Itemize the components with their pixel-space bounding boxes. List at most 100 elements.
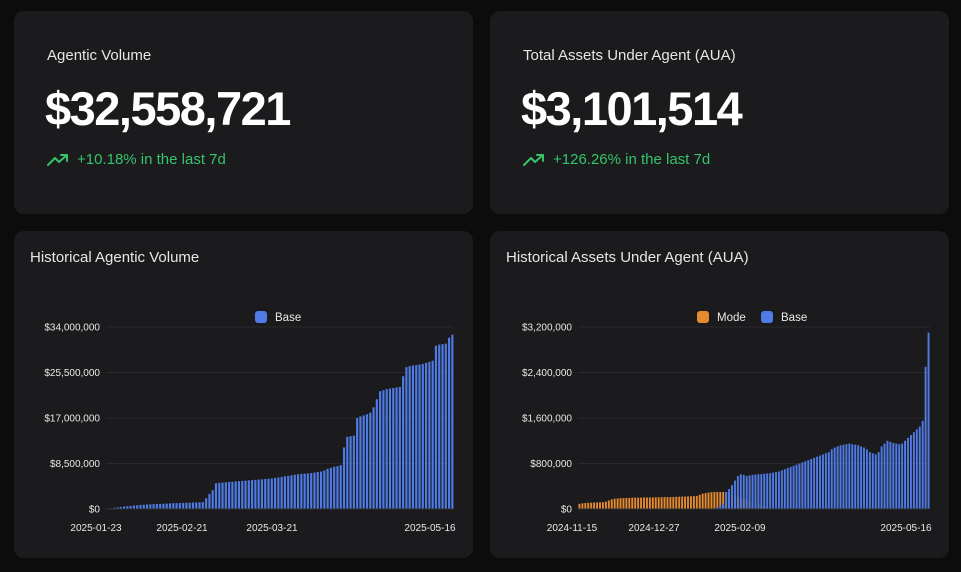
- bar-base[interactable]: [748, 475, 751, 509]
- bar-base[interactable]: [379, 391, 382, 509]
- bar-base[interactable]: [839, 445, 842, 509]
- bar-base[interactable]: [224, 482, 227, 509]
- bar-mode[interactable]: [654, 497, 657, 509]
- bar-base[interactable]: [214, 483, 218, 509]
- bar-mode[interactable]: [716, 491, 719, 509]
- bar-mode[interactable]: [666, 497, 669, 509]
- bar-mode[interactable]: [701, 493, 704, 509]
- bar-mode[interactable]: [628, 497, 631, 509]
- bar-base[interactable]: [303, 473, 306, 509]
- bar-base[interactable]: [739, 474, 742, 509]
- bar-base[interactable]: [901, 443, 904, 509]
- bar-base[interactable]: [356, 418, 359, 509]
- bar-mode[interactable]: [692, 496, 695, 509]
- bar-base[interactable]: [280, 476, 283, 509]
- bar-mode[interactable]: [695, 495, 698, 509]
- bar-mode[interactable]: [681, 496, 684, 509]
- bar-base[interactable]: [149, 504, 152, 509]
- bar-base[interactable]: [296, 474, 300, 509]
- bar-base[interactable]: [168, 503, 172, 509]
- bar-base[interactable]: [388, 388, 392, 509]
- bar-base[interactable]: [438, 344, 441, 509]
- bar-base[interactable]: [907, 437, 909, 509]
- bar-base[interactable]: [918, 426, 921, 509]
- bar-base[interactable]: [927, 332, 930, 509]
- bar-base[interactable]: [234, 481, 237, 509]
- bar-base[interactable]: [369, 412, 372, 509]
- bar-base[interactable]: [342, 447, 346, 509]
- bar-base[interactable]: [810, 458, 813, 509]
- bar-base[interactable]: [418, 364, 421, 509]
- bar-base[interactable]: [333, 466, 336, 509]
- bar-base[interactable]: [754, 474, 757, 509]
- bar-base[interactable]: [766, 473, 769, 509]
- bar-base[interactable]: [883, 443, 886, 509]
- bar-mode[interactable]: [578, 503, 581, 509]
- bar-base[interactable]: [451, 334, 454, 509]
- bar-base[interactable]: [807, 460, 810, 509]
- bar-base[interactable]: [155, 504, 158, 509]
- bar-base[interactable]: [237, 481, 241, 509]
- bar-base[interactable]: [444, 343, 447, 509]
- bar-mode[interactable]: [637, 497, 640, 509]
- bar-base[interactable]: [316, 472, 319, 509]
- bar-mode[interactable]: [599, 502, 601, 509]
- bar-base[interactable]: [763, 473, 766, 509]
- bar-base[interactable]: [804, 461, 807, 509]
- bar-base[interactable]: [871, 453, 874, 509]
- bar-base[interactable]: [352, 435, 355, 509]
- legend-label-base[interactable]: Base: [275, 312, 301, 324]
- bar-base[interactable]: [228, 481, 231, 509]
- bar-base[interactable]: [425, 362, 428, 509]
- bar-base[interactable]: [857, 445, 860, 509]
- bar-mode[interactable]: [710, 492, 713, 509]
- bar-base[interactable]: [290, 475, 293, 509]
- bar-base[interactable]: [359, 416, 362, 509]
- bar-base[interactable]: [260, 479, 264, 509]
- bar-mode[interactable]: [610, 499, 613, 509]
- bar-base[interactable]: [798, 463, 801, 510]
- bar-base[interactable]: [775, 472, 777, 509]
- bar-base[interactable]: [915, 429, 918, 509]
- bar-mode[interactable]: [713, 491, 716, 509]
- bar-base[interactable]: [113, 507, 116, 509]
- bar-base[interactable]: [116, 507, 119, 509]
- bar-base[interactable]: [895, 443, 898, 509]
- bar-base[interactable]: [152, 504, 155, 509]
- bar-mode[interactable]: [587, 502, 590, 509]
- bar-base[interactable]: [892, 443, 895, 509]
- bar-base[interactable]: [415, 365, 418, 509]
- bar-mode[interactable]: [601, 502, 604, 509]
- bar-mode[interactable]: [616, 498, 619, 509]
- bar-base[interactable]: [208, 494, 211, 509]
- bar-base[interactable]: [854, 444, 857, 509]
- bar-base[interactable]: [129, 505, 132, 509]
- bar-base[interactable]: [244, 480, 247, 509]
- bar-base[interactable]: [185, 502, 188, 509]
- bar-base[interactable]: [372, 407, 375, 509]
- bar-base[interactable]: [441, 344, 444, 509]
- bar-base[interactable]: [205, 498, 208, 509]
- legend-label-base[interactable]: Base: [781, 312, 807, 324]
- bar-base[interactable]: [789, 466, 792, 509]
- bar-base[interactable]: [395, 387, 398, 509]
- bar-base[interactable]: [336, 466, 339, 509]
- bar-base[interactable]: [145, 504, 149, 509]
- bar-base[interactable]: [863, 447, 865, 509]
- bar-mode[interactable]: [643, 497, 645, 509]
- bar-base[interactable]: [264, 479, 267, 509]
- bar-base[interactable]: [757, 474, 760, 509]
- bar-mode[interactable]: [640, 497, 643, 509]
- bar-mode[interactable]: [596, 502, 599, 509]
- bar-base[interactable]: [731, 485, 733, 509]
- bar-mode[interactable]: [719, 491, 722, 509]
- bar-mode[interactable]: [660, 497, 663, 509]
- bar-mode[interactable]: [684, 496, 687, 509]
- bar-mode[interactable]: [669, 497, 672, 509]
- bar-base[interactable]: [725, 491, 728, 509]
- bar-base[interactable]: [251, 480, 254, 509]
- bar-base[interactable]: [865, 449, 868, 509]
- bar-base[interactable]: [346, 436, 349, 509]
- bar-base[interactable]: [122, 506, 126, 509]
- bar-base[interactable]: [921, 420, 924, 509]
